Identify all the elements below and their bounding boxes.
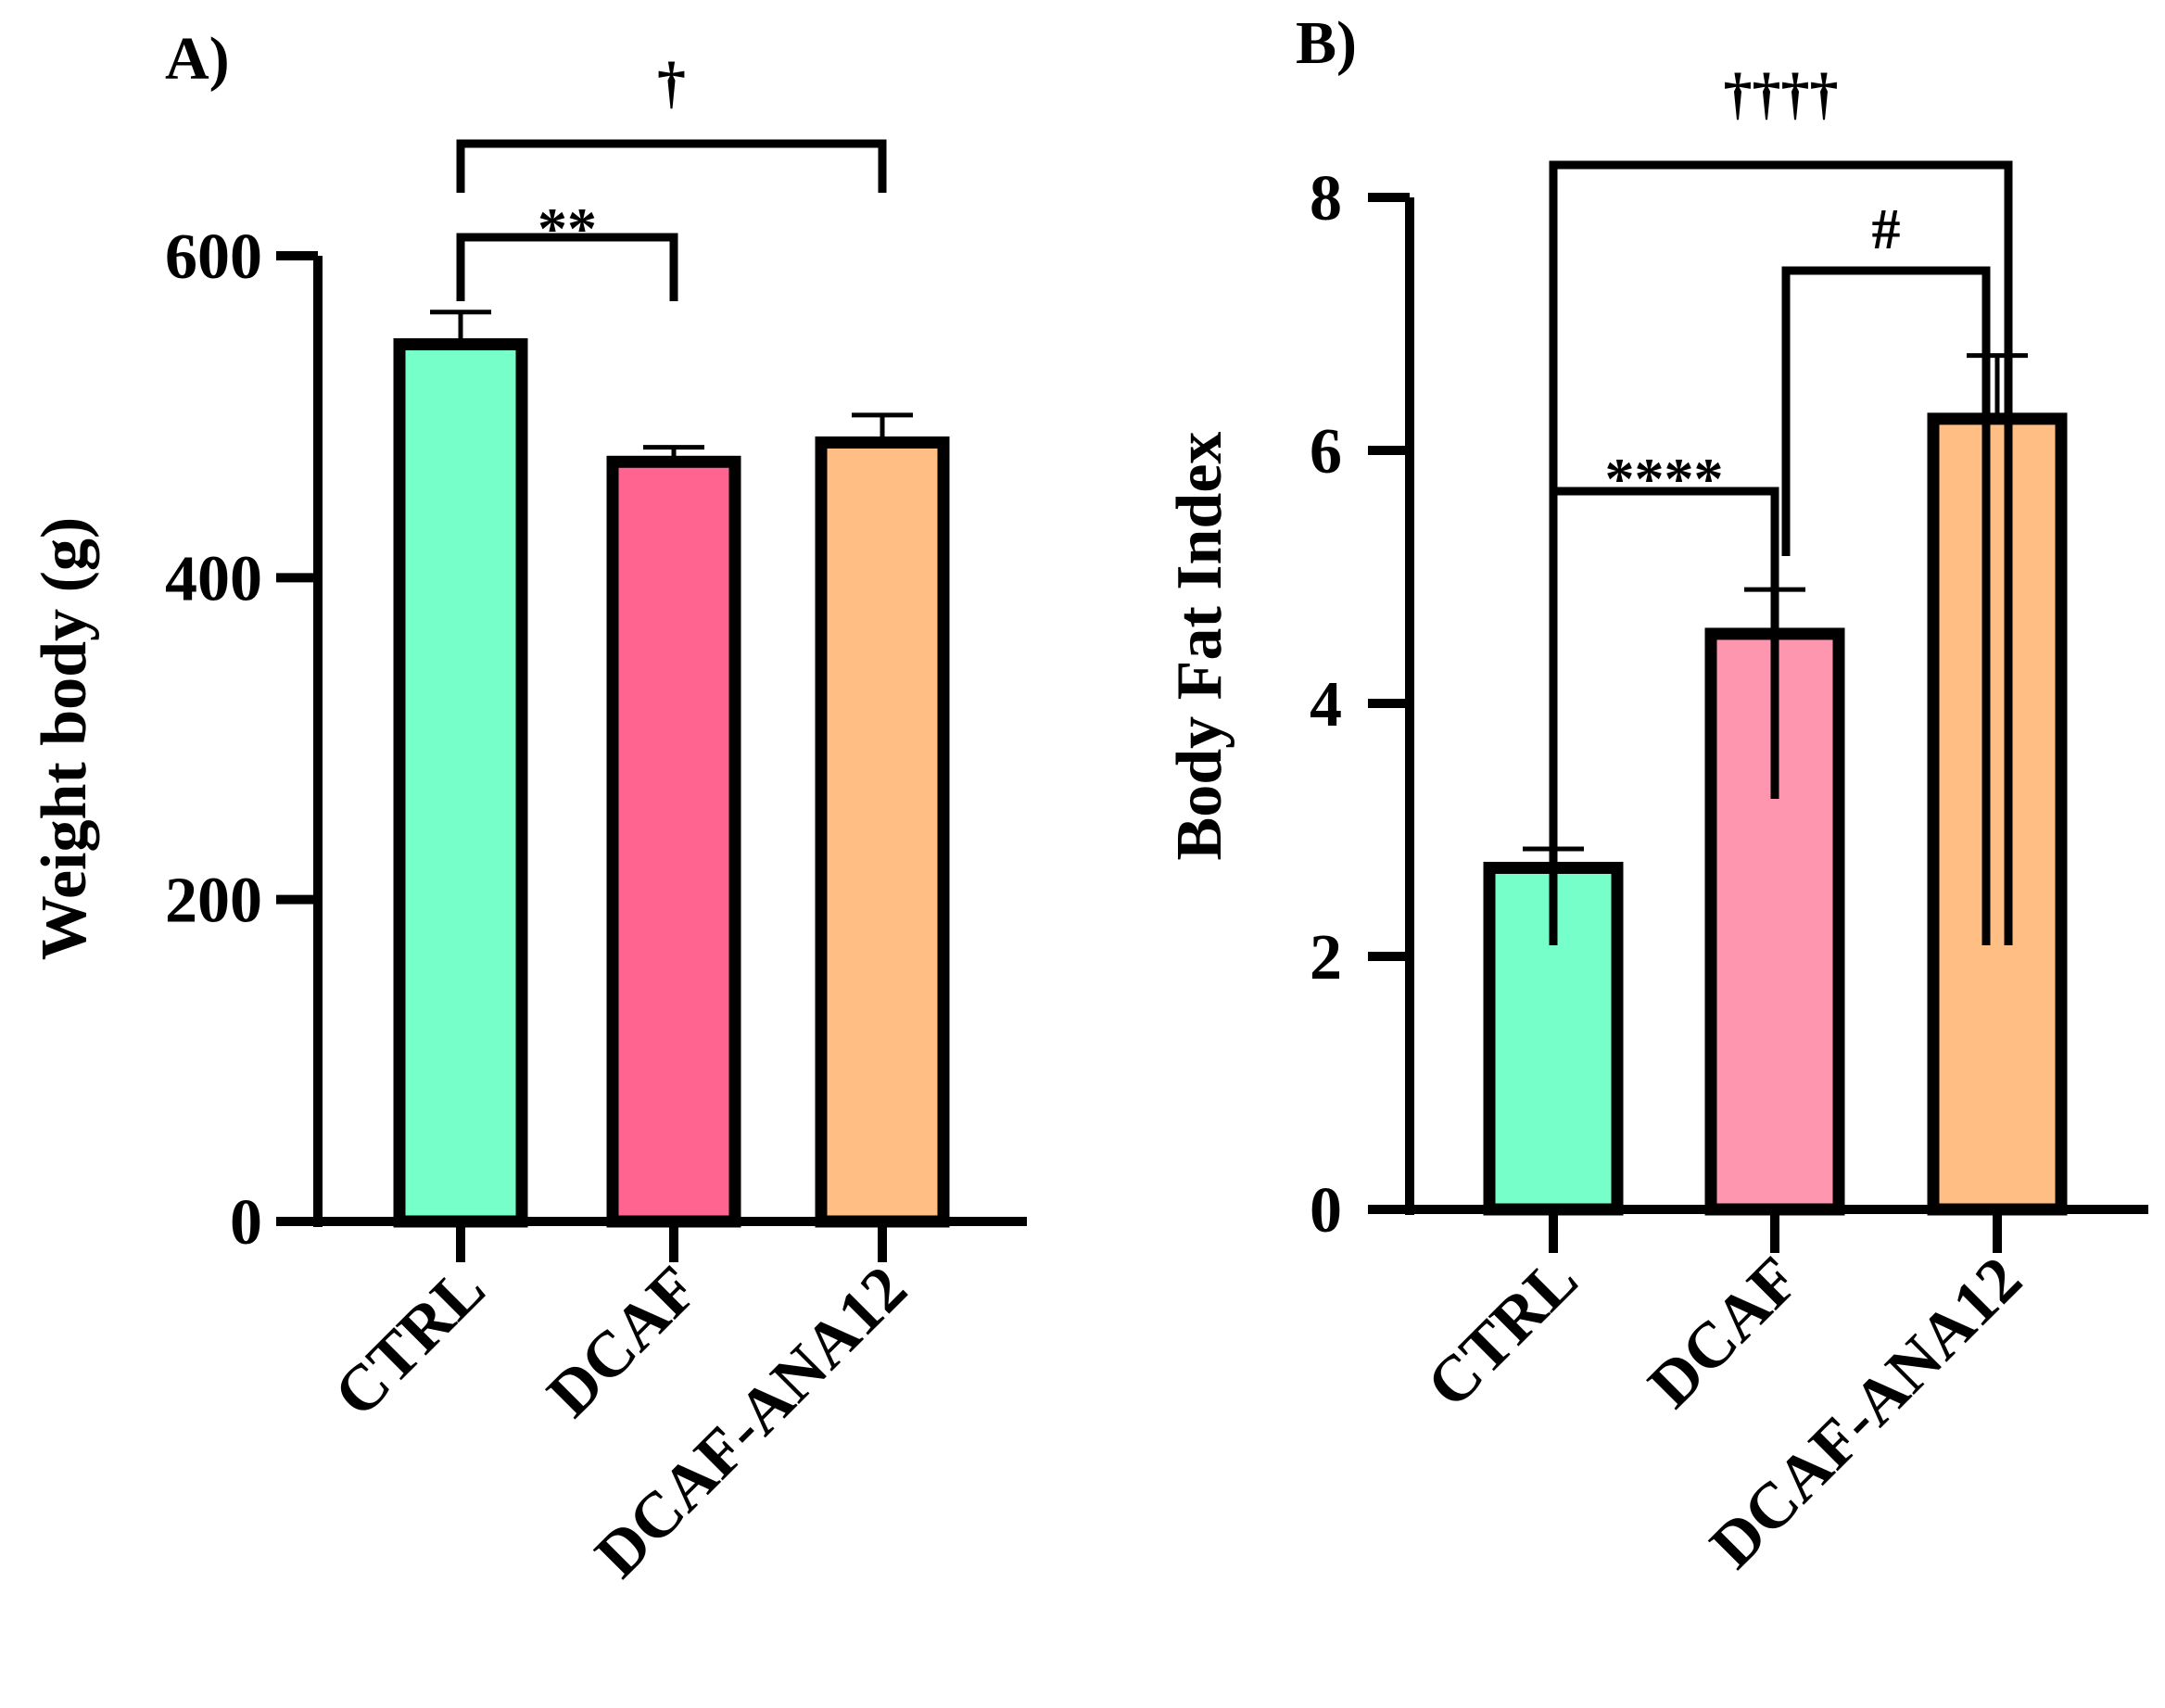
bar-dcaf-ana12 xyxy=(815,436,950,1228)
bar-ctrl xyxy=(393,338,528,1228)
y-tick-label: 400 xyxy=(165,543,262,614)
y-tick-label: 6 xyxy=(1310,416,1342,487)
significance-label: **** xyxy=(1605,446,1724,512)
y-axis-title: Body Fat Index xyxy=(1164,432,1235,861)
significance-label: ** xyxy=(538,196,597,261)
y-axis-title: Weight body (g) xyxy=(29,517,100,960)
bar-dcaf xyxy=(606,455,741,1228)
significance-label: † xyxy=(657,52,686,115)
bar-dcaf-ana12 xyxy=(1927,412,2068,1216)
significance-bracket xyxy=(1549,160,2013,945)
y-tick-label: 600 xyxy=(165,221,262,293)
x-tick-label: CTRL xyxy=(1413,1244,1591,1422)
x-tick-label: DCAF xyxy=(1635,1244,1813,1422)
significance-label: # xyxy=(1872,198,1901,261)
y-tick-label: 8 xyxy=(1310,163,1342,234)
significance-bracket xyxy=(456,139,887,193)
x-tick-label: DCAF xyxy=(534,1253,712,1431)
y-tick-label: 2 xyxy=(1310,922,1342,993)
significance-bracket xyxy=(1781,266,1991,945)
significance-label: †††† xyxy=(1724,63,1839,126)
y-tick-label: 0 xyxy=(1310,1175,1342,1246)
panel-label: B) xyxy=(1296,9,1357,77)
x-tick-label: CTRL xyxy=(321,1253,499,1431)
significance-bracket xyxy=(456,233,678,301)
panel-label: A) xyxy=(165,25,230,93)
y-tick-label: 200 xyxy=(165,866,262,937)
y-tick-label: 0 xyxy=(230,1187,262,1259)
y-tick-label: 4 xyxy=(1310,669,1342,740)
